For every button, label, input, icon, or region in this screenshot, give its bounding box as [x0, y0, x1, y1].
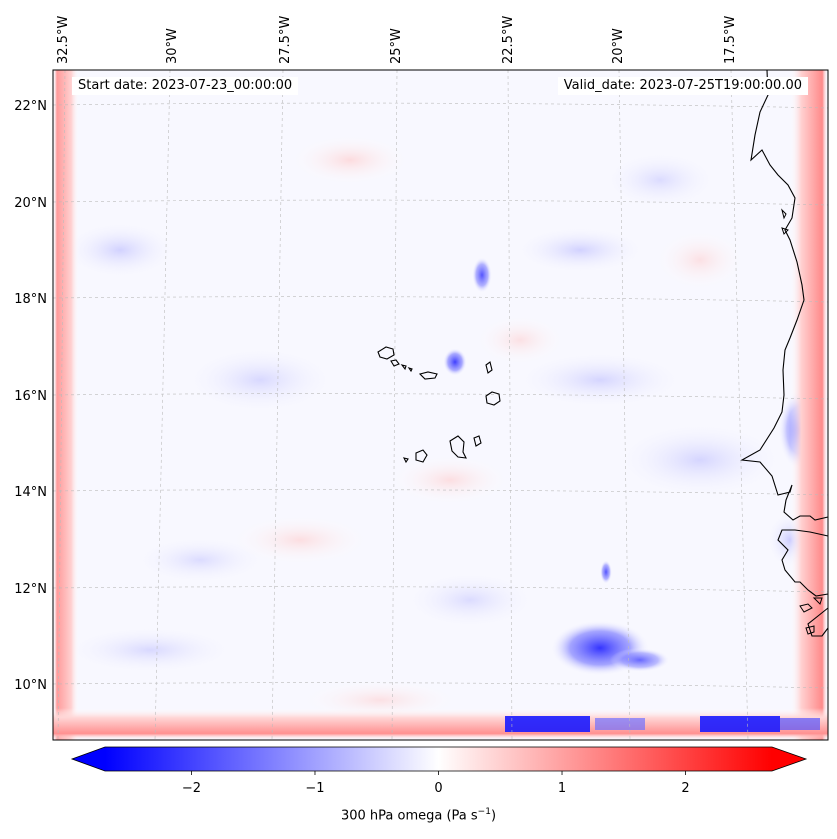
colorbar-label-exponent: −1: [477, 807, 491, 817]
colorbar-ticks: −2 −1 0 1 2: [182, 771, 690, 796]
lon-label: 30°W: [165, 28, 180, 64]
colorbar-tick-label: 2: [681, 781, 689, 796]
lat-label: 18°N: [14, 292, 47, 307]
latitude-labels: 22°N 20°N 18°N 16°N 14°N 12°N 10°N: [14, 99, 47, 693]
lat-label: 20°N: [14, 196, 47, 211]
lon-label: 25°W: [389, 28, 404, 64]
colorbar-tick-label: 0: [434, 781, 442, 796]
valid-date-label: Valid_date: 2023-07-25T19:00:00.00: [557, 77, 808, 95]
lat-label: 14°N: [14, 485, 47, 500]
lon-label: 22.5°W: [501, 16, 516, 64]
lat-label: 22°N: [14, 99, 47, 114]
longitude-labels: 32.5°W 30°W 27.5°W 25°W 22.5°W 20°W 17.5…: [56, 16, 738, 64]
lon-label: 17.5°W: [723, 16, 738, 64]
start-date-label: Start date: 2023-07-23_00:00:00: [72, 77, 299, 95]
coastline: [740, 69, 829, 637]
colorbar-gradient: [105, 747, 772, 771]
cape-verde-islands: [377, 346, 501, 464]
colorbar-outline: [70, 746, 808, 772]
lat-label: 12°N: [14, 582, 47, 597]
lon-label: 32.5°W: [56, 16, 71, 64]
lon-label: 20°W: [611, 28, 626, 64]
colorbar-tick-label: 1: [558, 781, 566, 796]
omega-field: [53, 70, 828, 740]
colorbar-tick-label: −1: [305, 781, 324, 796]
gridlines: [52, 69, 829, 741]
lat-label: 16°N: [14, 389, 47, 404]
map-frame: [52, 69, 829, 741]
colorbar-label-text: 300 hPa omega (Pa s: [340, 808, 478, 824]
coastline-islets: [781, 208, 823, 635]
colorbar-label: 300 hPa omega (Pa s−1): [0, 807, 837, 823]
lon-label: 27.5°W: [278, 16, 293, 64]
colorbar: −2 −1 0 1 2: [70, 746, 808, 796]
colorbar-tick-label: −2: [182, 781, 201, 796]
colorbar-extend-max: [772, 747, 806, 771]
colorbar-label-close: ): [490, 808, 497, 824]
colorbar-extend-min: [72, 747, 105, 771]
lat-label: 10°N: [14, 678, 47, 693]
